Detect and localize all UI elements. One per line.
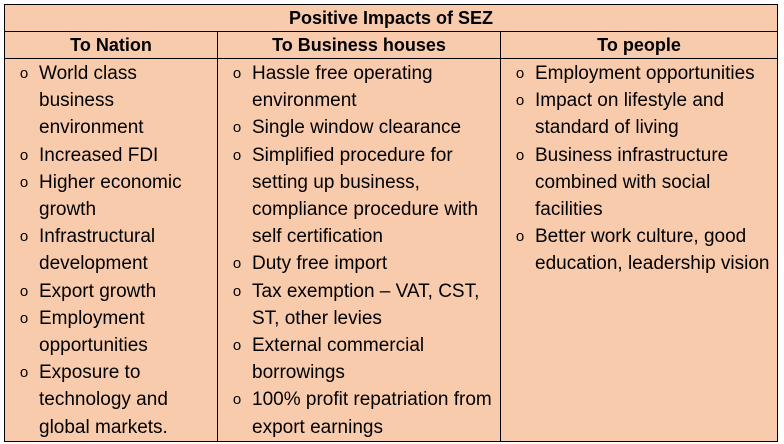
list-item: o Hassle free operating environment	[218, 60, 500, 114]
table-title: Positive Impacts of SEZ	[3, 4, 779, 32]
list-item: o Better work culture, good education, le…	[501, 223, 777, 277]
list-item-text: Better work culture, good education, lea…	[535, 226, 770, 275]
circle-bullet-icon: o	[515, 92, 525, 110]
circle-bullet-icon: o	[19, 173, 29, 191]
circle-bullet-icon: o	[232, 255, 242, 273]
circle-bullet-icon: o	[515, 228, 525, 246]
list-item: o Tax exemption – VAT, CST, ST, other lev…	[218, 278, 500, 332]
people-list: o Employment opportunities o Impact on life…	[501, 59, 777, 278]
list-item-text: Tax exemption – VAT, CST, ST, other levi…	[252, 280, 480, 329]
list-item: o 100% profit repatriation from export ea…	[218, 386, 500, 440]
sez-impacts-table: Positive Impacts of SEZ To Nation To Bus…	[3, 4, 779, 442]
list-item: o Increased FDI	[5, 142, 217, 169]
circle-bullet-icon: o	[19, 65, 29, 82]
list-item-text: 100% profit repatriation from export ear…	[252, 389, 492, 438]
business-list: o Hassle free operating environment o Singl…	[218, 59, 500, 441]
list-item: o Higher economic growth	[5, 169, 217, 223]
list-item-text: Exposure to technology and global market…	[39, 362, 168, 438]
column-header-people: To people	[499, 31, 779, 59]
list-item: o Export growth	[5, 278, 217, 305]
circle-bullet-icon: o	[515, 65, 525, 82]
circle-bullet-icon: o	[232, 337, 242, 355]
list-item-text: Infrastructural development	[39, 226, 156, 275]
list-item-text: Business infrastructure combined with so…	[535, 144, 729, 221]
column-header-nation: To Nation	[4, 31, 218, 59]
nation-list: o World class business environment o Increa…	[5, 59, 217, 441]
list-item: o Infrastructural development	[5, 223, 217, 277]
business-cell: o Hassle free operating environment o Singl…	[217, 58, 501, 442]
title-row: Positive Impacts of SEZ	[3, 4, 779, 32]
circle-bullet-icon: o	[19, 282, 29, 300]
list-item: o Impact on lifestyle and standard of liv…	[501, 87, 777, 141]
people-cell: o Employment opportunities o Impact on life…	[499, 58, 779, 442]
list-item: o Employment opportunities	[501, 60, 777, 87]
list-item-text: Increased FDI	[39, 144, 159, 166]
circle-bullet-icon: o	[232, 65, 242, 82]
content-row: o World class business environment o Increa…	[4, 58, 779, 442]
list-item-text: Simplified procedure for setting up busi…	[252, 144, 479, 248]
list-item-text: Employment opportunities	[535, 63, 755, 84]
list-item: o Single window clearance	[218, 114, 500, 141]
list-item: o External commercial borrowings	[218, 332, 500, 386]
list-item-text: World class business environment	[39, 63, 144, 139]
list-item-text: Higher economic growth	[39, 171, 182, 221]
circle-bullet-icon: o	[19, 309, 29, 327]
circle-bullet-icon: o	[515, 146, 525, 164]
circle-bullet-icon: o	[232, 119, 242, 137]
nation-cell: o World class business environment o Increa…	[4, 58, 218, 442]
header-row: To Nation To Business houses To people	[4, 31, 779, 59]
column-header-business: To Business houses	[217, 31, 501, 59]
list-item-text: Employment opportunities	[39, 307, 148, 357]
circle-bullet-icon: o	[19, 228, 29, 246]
circle-bullet-icon: o	[232, 146, 242, 164]
list-item: o Business infrastructure combined with s…	[501, 142, 777, 224]
circle-bullet-icon: o	[232, 282, 242, 300]
list-item-text: External commercial borrowings	[252, 335, 425, 384]
list-item-text: Single window clearance	[252, 117, 462, 139]
list-item-text: Impact on lifestyle and standard of livi…	[535, 90, 725, 139]
list-item-text: Duty free import	[252, 253, 388, 275]
circle-bullet-icon: o	[19, 364, 29, 382]
circle-bullet-icon: o	[19, 146, 29, 164]
list-item: o Duty free import	[218, 250, 500, 277]
list-item: o Simplified procedure for setting up bus…	[218, 142, 500, 251]
list-item: o Exposure to technology and global marke…	[5, 359, 217, 441]
circle-bullet-icon: o	[232, 391, 242, 409]
list-item-text: Export growth	[39, 280, 157, 302]
list-item: o Employment opportunities	[5, 305, 217, 359]
list-item: o World class business environment	[5, 60, 217, 142]
list-item-text: Hassle free operating environment	[252, 63, 433, 112]
